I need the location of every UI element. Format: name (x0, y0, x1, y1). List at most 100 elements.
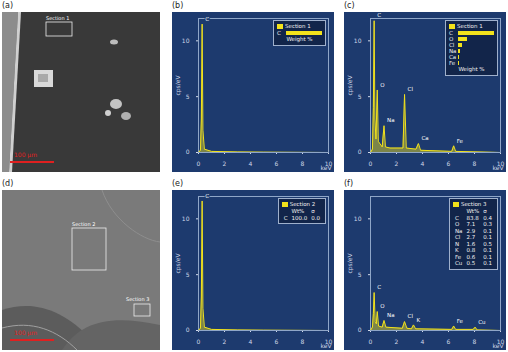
svg-text:K: K (417, 317, 421, 323)
html-text:1.6: 1.6 (466, 240, 476, 247)
html-text:2.9: 2.9 (466, 227, 476, 234)
svg-text:0: 0 (358, 148, 362, 155)
html-text:0.6: 0.6 (466, 253, 476, 260)
svg-text:C: C (377, 284, 381, 290)
svg-text:C: C (377, 12, 381, 18)
html-text:0.4: 0.4 (483, 214, 492, 221)
svg-text:0: 0 (186, 326, 190, 333)
html-text:0.8: 0.8 (466, 247, 476, 253)
svg-text:Section 2: Section 2 (72, 221, 95, 227)
svg-text:cps/eV: cps/eV (174, 253, 182, 274)
svg-text:0: 0 (369, 338, 373, 345)
svg-text:8: 8 (473, 338, 477, 345)
html-text:Section 1: Section 1 (457, 23, 483, 29)
svg-text:4: 4 (421, 338, 425, 345)
svg-text:Fe: Fe (457, 138, 464, 144)
svg-text:cps/eV: cps/eV (346, 75, 354, 96)
html-text:O: O (454, 221, 460, 227)
html-text:Wt%: Wt% (291, 208, 305, 214)
html-text:Fe: Fe (449, 59, 456, 66)
html-text:0.5: 0.5 (466, 260, 476, 266)
svg-text:0: 0 (186, 148, 190, 155)
svg-text:4: 4 (249, 338, 253, 345)
svg-text:Section 3: Section 3 (126, 296, 149, 302)
svg-text:6: 6 (447, 160, 451, 167)
svg-text:5: 5 (358, 93, 362, 100)
html-text:Cl: Cl (454, 234, 461, 240)
svg-text:8: 8 (473, 160, 477, 167)
html-text:Weight %: Weight % (286, 36, 313, 42)
svg-text:C: C (205, 193, 209, 199)
html-text:Section 2: Section 2 (289, 201, 316, 207)
svg-text:O: O (380, 82, 385, 88)
svg-text:5: 5 (186, 93, 190, 100)
svg-text:Section 1: Section 1 (46, 15, 69, 21)
svg-text:O: O (380, 303, 385, 309)
html-text:Section 1: Section 1 (285, 23, 311, 29)
svg-text:Na: Na (387, 117, 395, 123)
html-text:83.8: 83.8 (466, 214, 479, 221)
html-text:Weight %: Weight % (458, 66, 485, 72)
html-text:Cu: Cu (454, 260, 463, 266)
html-text:Cl: Cl (449, 41, 455, 48)
html-text:0.1: 0.1 (483, 227, 492, 234)
html-text:(e): (e) (172, 179, 184, 188)
svg-text:cps/eV: cps/eV (174, 75, 182, 96)
html-text:0.1: 0.1 (483, 247, 492, 253)
html-text:0.1: 0.1 (483, 253, 492, 260)
html-text:0.0: 0.0 (311, 214, 320, 221)
svg-text:Cl: Cl (408, 86, 414, 92)
svg-text:5: 5 (358, 271, 362, 278)
html-text:(b): (b) (172, 1, 184, 10)
html-text:Na: Na (454, 227, 463, 234)
svg-text:cps/eV: cps/eV (346, 253, 354, 274)
svg-text:Cl: Cl (408, 313, 414, 319)
svg-text:8: 8 (301, 338, 305, 345)
html-text:Na: Na (449, 47, 457, 54)
html-text:Ca: Ca (449, 53, 457, 60)
svg-text:keV: keV (320, 164, 332, 171)
svg-text:10: 10 (354, 215, 362, 222)
html-text:(d): (d) (2, 179, 14, 188)
html-text:100.0: 100.0 (291, 214, 308, 221)
svg-text:Na: Na (387, 312, 395, 318)
svg-text:10: 10 (182, 37, 190, 44)
html-text:0.1: 0.1 (483, 234, 492, 240)
html-text:(f): (f) (344, 179, 354, 188)
svg-text:10: 10 (182, 215, 190, 222)
svg-text:2: 2 (395, 160, 399, 167)
svg-text:0: 0 (197, 338, 201, 345)
svg-text:C: C (205, 16, 209, 22)
svg-text:keV: keV (492, 164, 504, 171)
svg-text:5: 5 (186, 271, 190, 278)
svg-text:4: 4 (421, 160, 425, 167)
svg-text:keV: keV (320, 342, 332, 349)
html-text:Section 3: Section 3 (460, 201, 487, 207)
html-text:7.1: 7.1 (466, 221, 476, 227)
svg-text:2: 2 (395, 338, 399, 345)
html-text:Fe: Fe (454, 253, 462, 260)
svg-text:6: 6 (275, 160, 279, 167)
svg-text:Fe: Fe (457, 318, 464, 324)
svg-text:Cu: Cu (478, 319, 485, 325)
svg-text:100 µm: 100 µm (14, 329, 37, 337)
svg-text:6: 6 (275, 338, 279, 345)
svg-text:100 µm: 100 µm (14, 151, 37, 159)
svg-text:8: 8 (301, 160, 305, 167)
svg-text:10: 10 (354, 37, 362, 44)
svg-text:0: 0 (358, 326, 362, 333)
html-text:Wt%: Wt% (466, 208, 480, 214)
svg-text:0: 0 (197, 160, 201, 167)
svg-text:6: 6 (447, 338, 451, 345)
html-text:2.7: 2.7 (466, 234, 476, 240)
html-text:0.5: 0.5 (483, 240, 492, 247)
svg-text:2: 2 (223, 160, 227, 167)
html-text:(c): (c) (344, 1, 355, 10)
svg-text:Ca: Ca (421, 135, 428, 141)
svg-text:4: 4 (249, 160, 253, 167)
svg-text:2: 2 (223, 338, 227, 345)
svg-text:keV: keV (492, 342, 504, 349)
html-text:0.3: 0.3 (483, 221, 492, 227)
html-text:(a): (a) (2, 1, 14, 10)
svg-text:0: 0 (369, 160, 373, 167)
